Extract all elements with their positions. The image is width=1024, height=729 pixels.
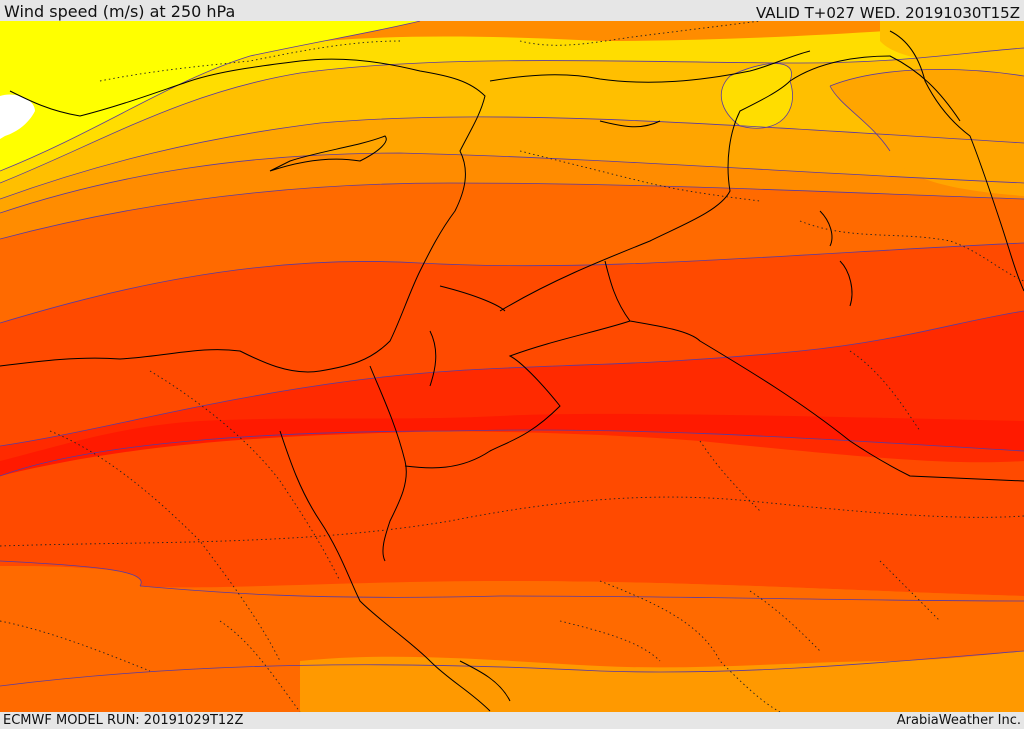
band-north-lightorange bbox=[0, 151, 1024, 239]
footer-bar: ECMWF MODEL RUN: 20191029T12Z ArabiaWeat… bbox=[0, 712, 1024, 729]
band-southeast-orange bbox=[500, 596, 1024, 666]
valid-time-label: VALID T+027 WED. 20191030T15Z bbox=[755, 4, 1020, 22]
admin-boundaries bbox=[0, 21, 1024, 712]
wind-contours bbox=[0, 21, 1024, 687]
map-canvas bbox=[0, 21, 1024, 712]
wind-speed-map bbox=[0, 21, 1024, 712]
coastlines bbox=[0, 30, 1024, 712]
band-north-orange bbox=[0, 181, 1024, 323]
band-amber bbox=[0, 114, 1024, 213]
credit-label: ArabiaWeather Inc. bbox=[896, 713, 1021, 728]
header-bar: Wind speed (m/s) at 250 hPa VALID T+027 … bbox=[0, 0, 1024, 21]
model-run-label: ECMWF MODEL RUN: 20191029T12Z bbox=[3, 713, 244, 728]
map-title: Wind speed (m/s) at 250 hPa bbox=[4, 2, 236, 21]
band-jet-max bbox=[0, 413, 1024, 476]
band-northeast-amber bbox=[830, 69, 1024, 196]
band-yellowgold bbox=[0, 21, 1024, 183]
land-white-patch bbox=[0, 94, 35, 139]
country-borders bbox=[369, 55, 1024, 482]
band-yellow bbox=[0, 21, 420, 171]
band-northeast-top bbox=[880, 21, 1024, 73]
